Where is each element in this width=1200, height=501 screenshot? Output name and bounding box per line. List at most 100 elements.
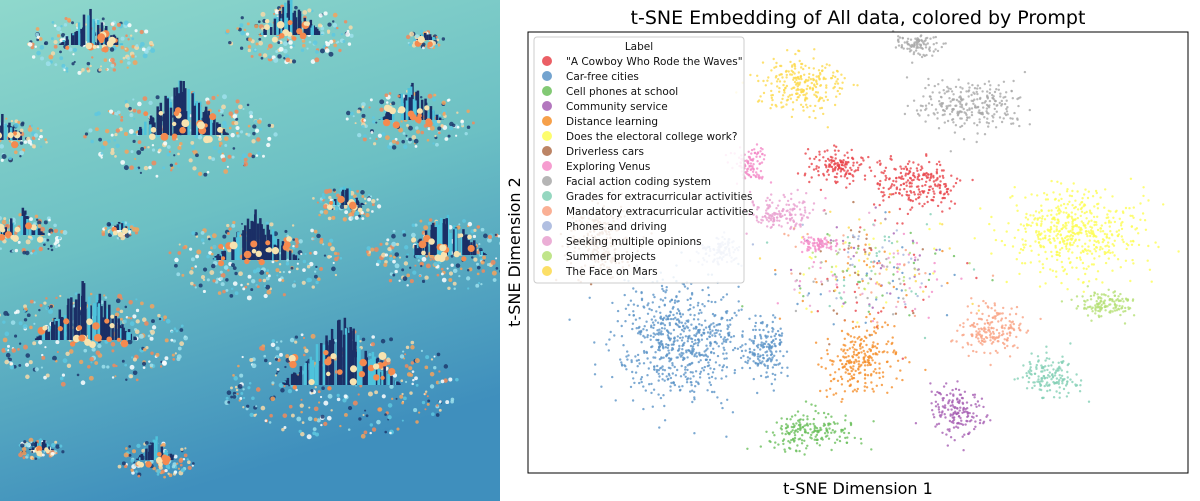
data-point (631, 370, 634, 374)
data-point (978, 421, 982, 425)
data-point (878, 184, 881, 187)
data-point (770, 382, 773, 386)
data-point (851, 356, 855, 359)
data-point (1086, 285, 1089, 288)
data-point (634, 318, 638, 321)
data-point (865, 315, 868, 319)
data-point (841, 239, 845, 243)
data-point (793, 62, 796, 66)
data-point (1107, 221, 1111, 224)
data-point (777, 210, 781, 213)
data-point (846, 369, 849, 372)
data-point (987, 125, 990, 128)
data-point (761, 215, 764, 219)
data-point (865, 343, 868, 347)
data-point (1129, 240, 1133, 243)
data-point (993, 304, 997, 307)
data-point (872, 352, 875, 356)
data-point (796, 430, 799, 433)
data-point (846, 236, 850, 239)
data-point (841, 161, 845, 164)
data-point (673, 339, 676, 343)
data-point (849, 229, 853, 232)
data-point (985, 121, 989, 124)
data-point (803, 206, 807, 209)
data-point (873, 330, 876, 333)
legend-label: Car-free cities (566, 71, 639, 83)
data-point (732, 348, 735, 352)
data-point (1100, 307, 1103, 310)
data-point (829, 379, 833, 383)
data-point (1045, 383, 1048, 386)
data-point (1037, 378, 1040, 381)
data-point (914, 256, 917, 259)
data-point (765, 430, 768, 433)
data-point (700, 324, 703, 327)
data-point (766, 364, 769, 368)
data-point (885, 301, 888, 304)
data-point (828, 290, 831, 293)
data-point (1038, 285, 1042, 288)
data-point (863, 228, 866, 232)
data-point (638, 362, 641, 365)
data-point (936, 117, 939, 120)
data-point (920, 177, 924, 181)
data-point (815, 75, 818, 78)
data-point (837, 167, 841, 170)
data-point (870, 381, 873, 384)
data-point (1000, 99, 1003, 103)
data-point (631, 327, 634, 331)
data-point (885, 257, 888, 261)
data-point (1065, 272, 1068, 276)
data-point (835, 145, 838, 148)
data-point (988, 88, 992, 91)
data-point (1144, 228, 1148, 231)
data-point (748, 357, 752, 360)
data-point (973, 87, 977, 90)
data-point (803, 453, 806, 456)
data-point (775, 74, 778, 78)
data-point (848, 359, 852, 362)
data-point (765, 371, 768, 374)
data-point (943, 404, 947, 407)
data-point (863, 248, 866, 251)
data-point (819, 261, 822, 264)
data-point (924, 39, 927, 42)
data-point (986, 90, 989, 93)
data-point (851, 263, 854, 266)
data-point (1139, 202, 1142, 205)
data-point (987, 314, 991, 318)
data-point (733, 346, 737, 350)
data-point (658, 328, 661, 331)
data-point (696, 331, 699, 334)
data-point (919, 168, 922, 172)
data-point (1080, 220, 1083, 223)
data-point (636, 332, 640, 335)
data-point (681, 336, 684, 339)
data-point (857, 259, 861, 262)
data-point (820, 240, 824, 243)
data-point (905, 190, 909, 193)
data-point (758, 155, 762, 158)
data-point (864, 252, 867, 256)
data-point (917, 188, 921, 191)
data-point (1067, 238, 1070, 241)
data-point (834, 275, 838, 278)
data-point (819, 188, 823, 192)
data-point (643, 325, 646, 328)
data-point (766, 79, 769, 82)
data-point (961, 435, 964, 438)
data-point (970, 113, 974, 117)
data-point (1042, 245, 1045, 248)
data-point (756, 208, 759, 211)
data-point (1057, 380, 1060, 384)
data-point (725, 366, 729, 369)
data-point (788, 217, 791, 221)
data-point (831, 274, 834, 277)
data-point (846, 262, 850, 265)
data-point (1085, 217, 1088, 220)
data-point (666, 353, 669, 357)
data-point (988, 330, 991, 333)
data-point (1029, 372, 1032, 376)
data-point (1102, 293, 1106, 296)
